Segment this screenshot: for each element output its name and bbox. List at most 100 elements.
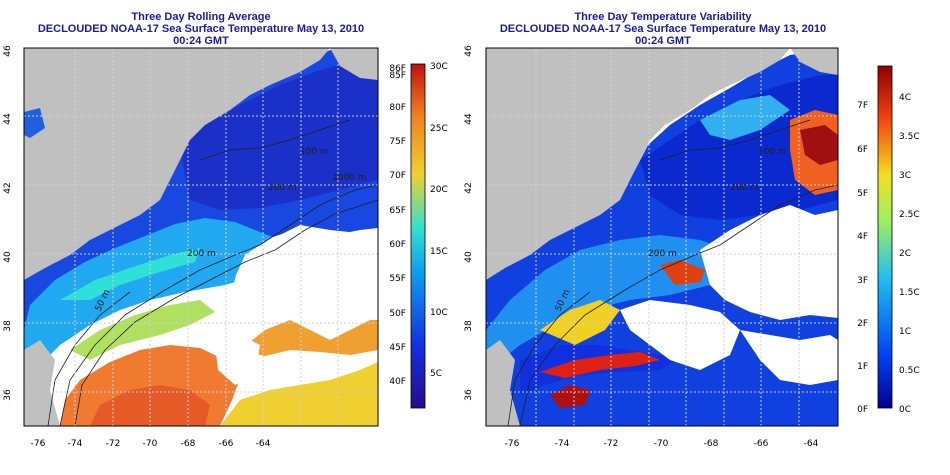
left-shelf-cyan-band (60, 248, 200, 300)
right-cb-c-3: 3C (899, 171, 911, 181)
left-y-tick-44: 44 (3, 113, 13, 125)
left-contour-label-100m: 100 m (300, 147, 329, 157)
left-x-tick-64: -64 (256, 439, 271, 449)
right-cloud-mask-2 (620, 300, 740, 370)
right-y-tick-38: 38 (464, 320, 474, 332)
left-cb-f-45: 45F (389, 343, 406, 353)
left-contour-label-200m-b: 200 m (187, 249, 216, 259)
left-shelf-water (24, 218, 300, 380)
left-sargasso-warm (220, 362, 378, 426)
right-x-tick-64: -64 (804, 439, 819, 449)
right-x-tick-72: -72 (604, 439, 619, 449)
left-x-tick-68: -68 (181, 439, 196, 449)
left-map (24, 48, 378, 426)
right-front-ring (660, 260, 705, 285)
right-cb-f-5: 5F (857, 189, 868, 199)
right-y-axis: 46 44 42 40 38 36 (464, 45, 474, 401)
right-cloud-mask-1 (700, 205, 838, 320)
left-y-tick-46: 46 (3, 45, 13, 57)
left-contour-label-200m-a: 200 m (268, 183, 297, 193)
right-x-tick-66: -66 (754, 439, 769, 449)
left-cb-f-70: 70F (389, 171, 406, 181)
left-graticule (24, 48, 378, 426)
left-map-title: Three Day Rolling Average (131, 11, 271, 23)
left-cb-f-75: 75F (389, 137, 406, 147)
right-y-tick-42: 42 (464, 182, 474, 193)
right-isobath-200m (519, 184, 838, 426)
left-cb-c-5: 5C (430, 369, 442, 379)
left-slope-water (70, 300, 215, 360)
left-cloud-mask (230, 228, 378, 322)
right-map-title: Three Day Temperature Variability (574, 11, 752, 23)
left-isobath-100m (199, 119, 351, 161)
left-x-axis: -76 -74 -72 -70 -68 -66 -64 (31, 439, 271, 449)
right-colorbar (877, 65, 893, 409)
right-cb-c-2-5: 2.5C (899, 210, 920, 220)
right-cb-c-2: 2C (899, 249, 911, 259)
right-cb-c-0: 0C (899, 405, 911, 415)
left-y-tick-42: 42 (3, 182, 13, 193)
right-map-subtitle: DECLOUDED NOAA-17 Sea Surface Temperatur… (499, 23, 827, 47)
right-x-axis: -76 -74 -72 -70 -68 -66 -64 (505, 439, 819, 449)
left-contour-label-1000m: 1000 m (332, 173, 367, 183)
left-cb-c-15: 15C (430, 247, 448, 257)
left-y-axis: 46 44 42 40 38 36 (3, 45, 13, 401)
right-cb-f-2: 2F (857, 319, 868, 329)
left-colorbar-celsius: 30C 25C 20C 15C 10C 5C (430, 62, 448, 379)
right-map (486, 48, 838, 426)
map-title-right: Three Day Temperature Variability DECLOU… (486, 11, 840, 47)
left-gulf-of-maine-region (180, 60, 378, 210)
right-land-mainland (486, 48, 790, 280)
right-front-eddy (550, 385, 590, 408)
left-cb-c-20: 20C (430, 185, 448, 195)
right-gulf-stream-front (540, 352, 660, 378)
left-cb-f-55: 55F (389, 274, 406, 284)
left-y-tick-38: 38 (3, 320, 13, 332)
right-cb-c-1-5: 1.5C (899, 288, 920, 298)
left-colorbar-fahrenheit: 86F 85F 80F 75F 70F 65F 60F 55F 50F 45F … (389, 64, 406, 387)
right-map-frame (485, 47, 839, 427)
left-x-tick-74: -74 (68, 439, 83, 449)
right-isobath-100m (659, 119, 811, 161)
right-colorbar-celsius: 4C 3.5C 3C 2.5C 2C 1.5C 1C 0.5C 0C (899, 93, 920, 415)
right-isobath-50m (507, 291, 591, 426)
right-cb-f-0: 0F (857, 405, 868, 415)
right-cb-f-7: 7F (857, 101, 868, 111)
right-graticule (486, 48, 838, 426)
left-x-tick-66: -66 (219, 439, 234, 449)
left-isobath-200m (59, 184, 378, 426)
right-land-nova-scotia (790, 48, 838, 75)
left-x-tick-76: -76 (31, 439, 46, 449)
left-y-tick-36: 36 (3, 389, 13, 401)
left-cb-f-50: 50F (389, 309, 406, 319)
left-x-tick-70: -70 (143, 439, 158, 449)
right-cb-c-3-5: 3.5C (899, 132, 920, 142)
right-cb-c-4: 4C (899, 93, 911, 103)
left-cb-f-86: 86F (389, 64, 406, 74)
right-cloud-mask-3 (740, 330, 838, 385)
left-land-mainland (24, 48, 330, 280)
right-gulf-of-maine-region (640, 75, 838, 220)
left-cb-c-10: 10C (430, 308, 448, 318)
left-y-tick-40: 40 (3, 251, 13, 263)
left-map-subtitle: DECLOUDED NOAA-17 Sea Surface Temperatur… (37, 23, 365, 47)
right-x-tick-70: -70 (654, 439, 669, 449)
right-variability-patch-cyan (700, 95, 790, 140)
right-contour-label-100m: 100 m (758, 147, 787, 157)
right-cb-f-6: 6F (857, 145, 868, 155)
right-contour-label-200m-b: 200 m (648, 249, 677, 259)
left-cb-f-60: 60F (389, 240, 406, 250)
right-cb-f-1: 1F (857, 362, 868, 372)
right-x-tick-68: -68 (704, 439, 719, 449)
right-cb-c-1: 1C (899, 327, 911, 337)
right-y-tick-44: 44 (464, 113, 474, 125)
right-cb-f-4: 4F (857, 232, 868, 242)
right-x-tick-74: -74 (555, 439, 570, 449)
right-cb-f-3: 3F (857, 276, 868, 286)
left-colorbar (410, 63, 426, 409)
left-cb-f-80: 80F (389, 103, 406, 113)
left-warm-eddy (240, 320, 378, 356)
right-y-tick-36: 36 (464, 389, 474, 401)
right-cb-c-0-5: 0.5C (899, 366, 920, 376)
